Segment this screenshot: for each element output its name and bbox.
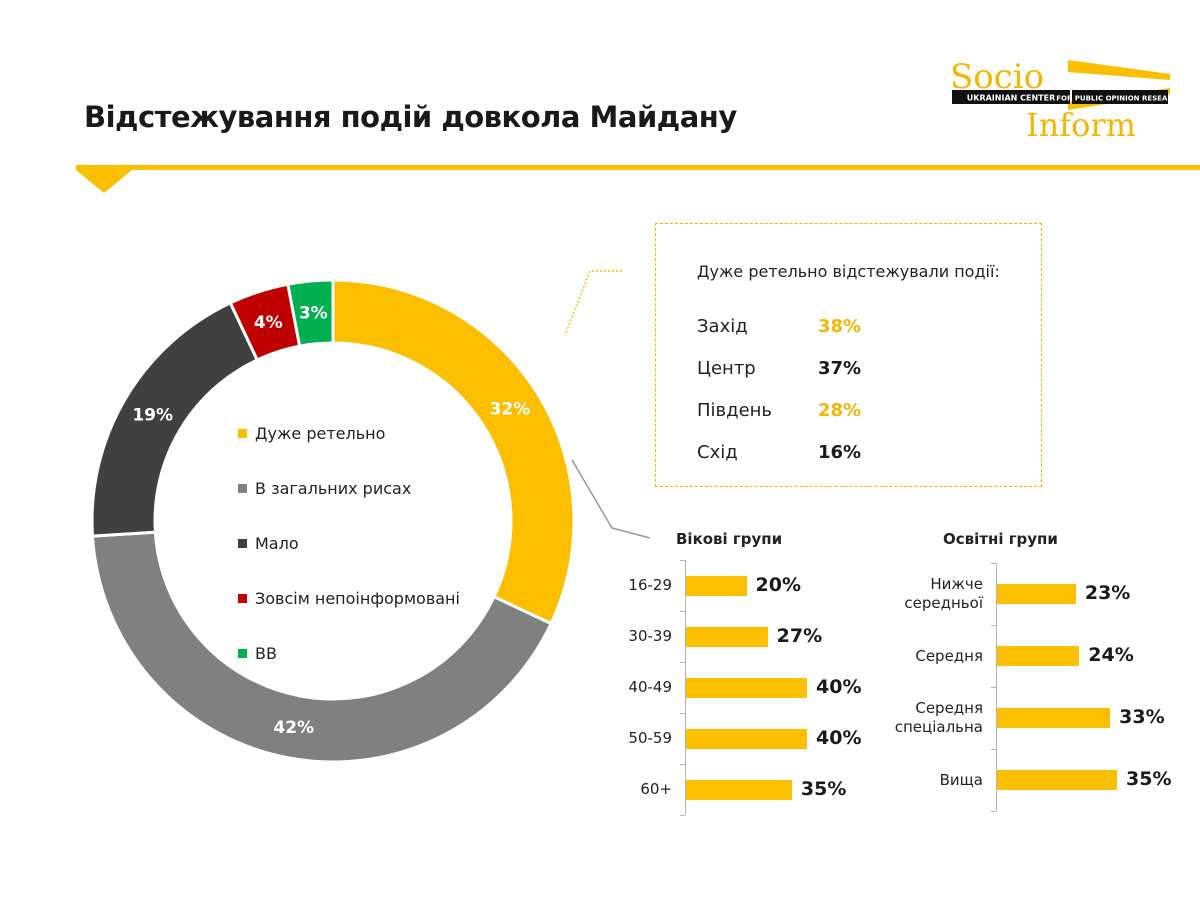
bar bbox=[686, 728, 807, 749]
bar-axis-tick bbox=[680, 815, 685, 816]
bar-category-label: 30-39 bbox=[628, 627, 672, 645]
region-name: Захід bbox=[697, 316, 748, 337]
legend-swatch bbox=[238, 594, 247, 603]
donut-labels: 32% 42% 19% 4% 3% bbox=[132, 303, 530, 737]
logo-tagline-1: UKRAINIAN CENTER bbox=[967, 94, 1055, 103]
socioinform-logo: Socio UKRAINIAN CENTER FOR PUBLIC OPINIO… bbox=[950, 57, 1172, 142]
bar-axis-tick bbox=[680, 611, 685, 612]
logo-word-inform: Inform bbox=[1026, 106, 1136, 142]
legend-label: В загальних рисах bbox=[255, 479, 412, 498]
logo-tagline-2: FOR PUBLIC OPINION RESEARCH bbox=[1056, 95, 1172, 103]
bar-axis-tick bbox=[991, 687, 996, 688]
bar bbox=[997, 770, 1117, 790]
donut-slice bbox=[90, 530, 554, 764]
legend-item: Зовсім непоінформовані bbox=[238, 571, 460, 626]
bar-value-label: 35% bbox=[800, 777, 847, 800]
logo-wing-top bbox=[1068, 60, 1170, 80]
bar-axis-line bbox=[685, 560, 686, 815]
regions-callout-box: Дуже ретельно відстежували події: Захід … bbox=[655, 223, 1042, 487]
bar bbox=[686, 626, 768, 647]
bar-axis-line bbox=[996, 563, 997, 811]
donut-slice bbox=[90, 300, 260, 538]
bar-category-label: 60+ bbox=[640, 780, 672, 798]
bar bbox=[686, 575, 747, 596]
legend-swatch bbox=[238, 484, 247, 493]
logo-band-left bbox=[952, 90, 1070, 104]
bar bbox=[997, 708, 1111, 728]
donut-slices bbox=[90, 278, 576, 764]
donut-slice-label: 3% bbox=[299, 303, 328, 323]
regions-title: Дуже ретельно відстежували події: bbox=[697, 262, 1000, 281]
bar-category-label: 40-49 bbox=[628, 678, 672, 696]
bar-axis-tick bbox=[991, 563, 996, 564]
legend-swatch bbox=[238, 649, 247, 658]
bar-axis-tick bbox=[991, 625, 996, 626]
legend-item: Мало bbox=[238, 516, 460, 571]
bar-value-label: 24% bbox=[1088, 644, 1134, 666]
callout-line-regions bbox=[564, 270, 622, 336]
header-rule-notch bbox=[76, 170, 132, 193]
age-groups-title: Вікові групи bbox=[676, 530, 783, 548]
header-rule bbox=[76, 165, 1200, 193]
bar-category-label: Середня спеціальна bbox=[894, 699, 983, 736]
region-value: 28% bbox=[818, 400, 862, 421]
region-value: 38% bbox=[818, 316, 862, 337]
donut-slice bbox=[331, 278, 576, 626]
bar-value-label: 27% bbox=[776, 624, 823, 647]
bar-axis-tick bbox=[680, 560, 685, 561]
bar bbox=[686, 677, 807, 698]
region-name: Південь bbox=[697, 400, 773, 421]
bar-axis-tick bbox=[991, 749, 996, 750]
legend-label: Зовсім непоінформовані bbox=[255, 589, 460, 608]
region-name: Схід bbox=[697, 442, 738, 463]
bar-axis-tick bbox=[680, 662, 685, 663]
legend-label: ВВ bbox=[255, 644, 277, 663]
region-value: 16% bbox=[818, 442, 862, 463]
donut-slice-label: 4% bbox=[254, 313, 283, 333]
bar-axis-tick bbox=[680, 713, 685, 714]
bar-category-label: Середня bbox=[915, 646, 983, 665]
logo-band-right bbox=[1072, 90, 1168, 104]
bar-value-label: 40% bbox=[816, 726, 862, 749]
donut-slice bbox=[286, 278, 335, 348]
donut-slice-label: 32% bbox=[490, 400, 531, 420]
donut-slice-label: 19% bbox=[132, 405, 173, 425]
legend-item: Дуже ретельно bbox=[238, 406, 460, 461]
legend-swatch bbox=[238, 539, 247, 548]
bar-value-label: 20% bbox=[755, 573, 801, 596]
page-title: Відстежування подій довкола Майдану bbox=[84, 100, 737, 134]
callout-line-groups bbox=[571, 459, 651, 539]
bar-value-label: 33% bbox=[1119, 706, 1165, 728]
bar-category-label: Вища bbox=[939, 770, 983, 789]
bar-category-label: 16-29 bbox=[628, 576, 672, 594]
legend-swatch bbox=[238, 429, 247, 438]
region-value: 37% bbox=[818, 358, 862, 379]
bar-value-label: 23% bbox=[1084, 582, 1131, 604]
bar bbox=[997, 646, 1080, 666]
donut-legend: Дуже ретельно В загальних рисах Мало Зов… bbox=[238, 406, 460, 681]
bar bbox=[686, 779, 792, 800]
legend-item: В загальних рисах bbox=[238, 461, 460, 516]
bar-category-label: 50-59 bbox=[628, 729, 672, 747]
bar-category-label: Нижче середньої bbox=[904, 575, 983, 612]
region-name: Центр bbox=[697, 358, 756, 379]
donut-slice-label: 42% bbox=[273, 718, 314, 738]
bar-axis-tick bbox=[680, 764, 685, 765]
bar-axis-tick bbox=[991, 811, 996, 812]
legend-label: Дуже ретельно bbox=[255, 424, 386, 443]
education-groups-title: Освітні групи bbox=[943, 530, 1058, 548]
legend-item: ВВ bbox=[238, 626, 460, 681]
bar-value-label: 40% bbox=[816, 675, 862, 698]
legend-label: Мало bbox=[255, 534, 299, 553]
header-rule-line bbox=[76, 165, 1200, 170]
bar bbox=[997, 584, 1076, 604]
bar-value-label: 35% bbox=[1126, 768, 1172, 790]
